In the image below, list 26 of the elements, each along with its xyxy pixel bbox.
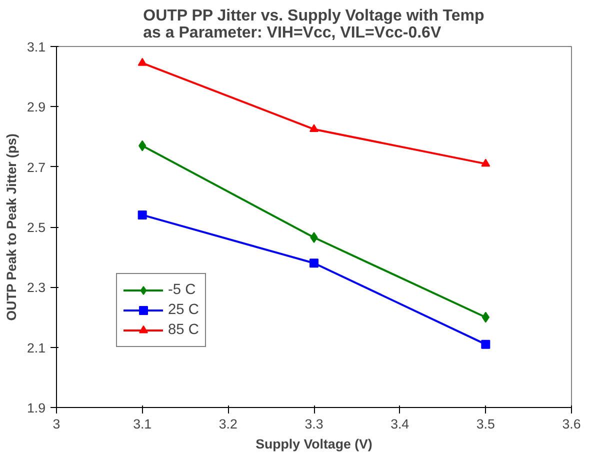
x-tick-label: 3.3 bbox=[304, 416, 324, 432]
y-tick-label: 2.1 bbox=[26, 340, 46, 356]
legend-label: 85 C bbox=[168, 322, 199, 338]
point bbox=[138, 58, 147, 66]
point bbox=[310, 124, 318, 132]
chart-title: OUTP PP Jitter vs. Supply Voltage with Temp as a Parameter: VIH=Vcc, VIL=Vcc-0.6V bbox=[143, 8, 484, 42]
y-tick-label: 3.1 bbox=[26, 40, 46, 54]
x-axis-title: Supply Voltage (V) bbox=[256, 436, 372, 452]
point bbox=[138, 210, 147, 220]
x-tick-label: 3.4 bbox=[390, 416, 410, 432]
x-tick-label: 3 bbox=[52, 416, 60, 432]
x-tick-label: 3.1 bbox=[133, 416, 152, 432]
y-axis-title: OUTP Peak to Peak Jitter (ps) bbox=[4, 134, 19, 321]
y-tick-label: 2.3 bbox=[26, 280, 46, 296]
y-tick-label: 2.9 bbox=[26, 100, 46, 115]
y-tick-label: 2.7 bbox=[26, 160, 46, 175]
point bbox=[310, 258, 318, 268]
y-tick-label: 2.5 bbox=[26, 220, 46, 235]
legend-label: -5 C bbox=[168, 282, 196, 298]
point bbox=[481, 340, 490, 349]
x-tick-label: 3.2 bbox=[218, 416, 238, 432]
point bbox=[481, 158, 490, 167]
legend-label: 25 C bbox=[168, 302, 199, 318]
x-tick-label: 3.6 bbox=[562, 416, 581, 432]
y-tick-label: 1.9 bbox=[26, 400, 46, 416]
x-tick-label: 3.5 bbox=[476, 416, 495, 432]
